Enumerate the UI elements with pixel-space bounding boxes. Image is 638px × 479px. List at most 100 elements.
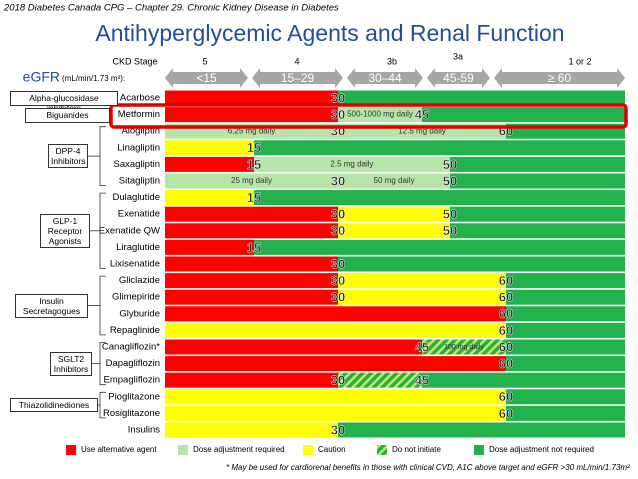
segment	[506, 273, 625, 289]
segment	[338, 289, 506, 305]
cutoff-label: 45	[415, 339, 429, 354]
segment	[506, 339, 625, 355]
range-label: 45-59	[443, 71, 474, 85]
legend-swatch	[474, 445, 484, 455]
range-label: ≥ 60	[548, 71, 572, 85]
dose-note: 2.5 mg daily	[330, 160, 373, 169]
segment	[338, 273, 506, 289]
cutoff-label: 45	[415, 373, 429, 388]
drug-name: Sitagliptin	[119, 176, 160, 187]
cutoff-label: 15	[247, 240, 261, 255]
segment	[165, 372, 338, 388]
segment	[422, 107, 625, 123]
cutoff-label: 30	[331, 90, 345, 105]
segment	[165, 356, 506, 372]
group-label: Biguanides	[25, 107, 110, 123]
segment	[254, 190, 625, 206]
cutoff-label: 15	[247, 157, 261, 172]
drug-name: Dapagliflozin	[106, 358, 160, 369]
segment	[338, 372, 422, 388]
drug-name: Canagliflozin*	[102, 342, 160, 353]
drug-name: Glyburide	[119, 308, 160, 319]
segment	[450, 173, 625, 189]
stage: 4	[294, 56, 299, 66]
range-arrow	[427, 68, 490, 88]
drug-name: Dulaglutide	[112, 192, 160, 203]
cutoff-label: 45	[415, 107, 429, 122]
cutoff-label: 50	[443, 223, 457, 238]
group-label: Alpha-glucosidase inhibitors	[10, 91, 118, 113]
stage-label: CKD Stage	[112, 56, 157, 66]
segment	[165, 273, 338, 289]
legend-label: Do not initiate	[392, 445, 441, 454]
drug-name: Glimepiride	[112, 292, 160, 303]
cutoff-label: 60	[499, 389, 513, 404]
group-label: GLP-1 Receptor Agonists	[40, 213, 90, 248]
cutoff-label: 60	[499, 306, 513, 321]
egfr-unit: (mL/min/1.73 m²):	[62, 74, 125, 83]
cutoff-label: 30	[331, 223, 345, 238]
segment	[422, 339, 506, 355]
segment	[506, 306, 625, 322]
group-label: SGLT2 Inhibitors	[50, 351, 92, 376]
cutoff-label: 30	[331, 273, 345, 288]
dose-note: 100 mg daily	[444, 344, 484, 351]
cutoff-label: 30	[331, 373, 345, 388]
legend-label: Dose adjustment required	[193, 445, 285, 454]
highlight-box	[109, 103, 628, 129]
bracket	[99, 275, 106, 336]
segment	[422, 372, 625, 388]
cutoff-label: 30	[331, 290, 345, 305]
cutoff-label: 30	[331, 207, 345, 222]
dose-note: 25 mg daily	[231, 176, 272, 185]
cutoff-label: 30	[331, 256, 345, 271]
segment	[450, 223, 625, 239]
segment	[338, 422, 625, 438]
drug-name: Gliclazide	[119, 275, 160, 286]
legend-label: Caution	[318, 445, 346, 454]
segment	[165, 422, 338, 438]
cutoff-label: 30	[331, 422, 345, 437]
segment	[165, 306, 506, 322]
group-label: Thiazolidinediones	[10, 398, 98, 413]
drug-name: Pioglitazone	[108, 391, 160, 402]
drug-name: Saxagliptin	[114, 159, 160, 170]
segment	[338, 206, 450, 222]
segment	[338, 223, 450, 239]
drug-name: Exenatide	[118, 209, 160, 220]
range-arrow	[494, 68, 625, 88]
cutoff-label: 60	[499, 356, 513, 371]
segment	[165, 322, 506, 338]
segment	[506, 389, 625, 405]
egfr-label: eGFR	[23, 69, 60, 85]
legend-swatch	[178, 445, 188, 455]
segment	[165, 289, 338, 305]
drug-name: Acarbose	[120, 93, 160, 104]
segment	[338, 256, 625, 272]
segment	[165, 239, 254, 255]
title: Antihyperglycemic Agents and Renal Funct…	[95, 20, 564, 46]
cutoff-label: 30	[331, 173, 345, 188]
drug-name: Linagliptin	[117, 142, 160, 153]
segment	[450, 206, 625, 222]
segment	[506, 405, 625, 421]
legend-label: Use alternative agent	[81, 445, 157, 454]
segment	[165, 90, 338, 106]
segment	[165, 107, 338, 123]
stage: 3a	[453, 51, 463, 61]
segment	[165, 156, 254, 172]
drug-name: Rosiglitazone	[103, 408, 160, 419]
cutoff-label: 60	[499, 290, 513, 305]
segment	[506, 356, 625, 372]
segment	[338, 107, 422, 123]
segment	[165, 223, 338, 239]
drug-name: Empagliflozin	[104, 375, 161, 386]
cutoff-label: 60	[499, 273, 513, 288]
dose-note: 6.25 mg daily	[228, 126, 276, 135]
cutoff-label: 60	[499, 339, 513, 354]
segment	[338, 90, 625, 106]
stage: 5	[202, 56, 207, 66]
drug-name: Metformin	[118, 109, 160, 120]
